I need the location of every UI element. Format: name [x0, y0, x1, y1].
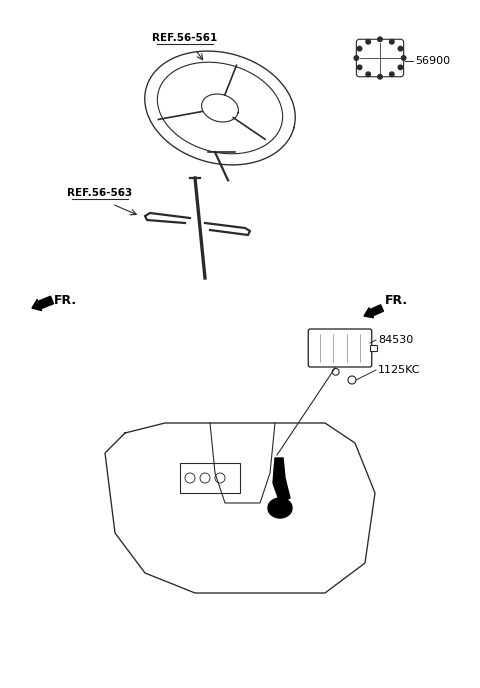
Text: REF.56-563: REF.56-563	[67, 188, 132, 198]
Circle shape	[354, 56, 359, 61]
FancyBboxPatch shape	[308, 329, 372, 367]
Polygon shape	[268, 498, 292, 518]
Text: 84530: 84530	[378, 335, 413, 345]
Text: REF.56-561: REF.56-561	[152, 33, 217, 43]
Circle shape	[398, 65, 403, 69]
Circle shape	[401, 56, 406, 61]
FancyArrow shape	[32, 297, 53, 310]
Circle shape	[357, 65, 362, 69]
Circle shape	[366, 72, 371, 76]
FancyArrow shape	[364, 305, 384, 318]
Circle shape	[390, 72, 394, 76]
Text: 1125KC: 1125KC	[378, 365, 420, 375]
Text: FR.: FR.	[385, 294, 408, 306]
Text: 56900: 56900	[415, 56, 450, 66]
Polygon shape	[273, 458, 290, 503]
Circle shape	[398, 46, 403, 51]
Bar	[180, 463, 240, 493]
Bar	[370, 345, 376, 352]
Circle shape	[378, 37, 382, 41]
Circle shape	[390, 39, 394, 44]
Circle shape	[378, 74, 382, 79]
Circle shape	[357, 46, 362, 51]
Circle shape	[366, 39, 371, 44]
Text: FR.: FR.	[54, 294, 77, 306]
FancyBboxPatch shape	[356, 39, 404, 77]
